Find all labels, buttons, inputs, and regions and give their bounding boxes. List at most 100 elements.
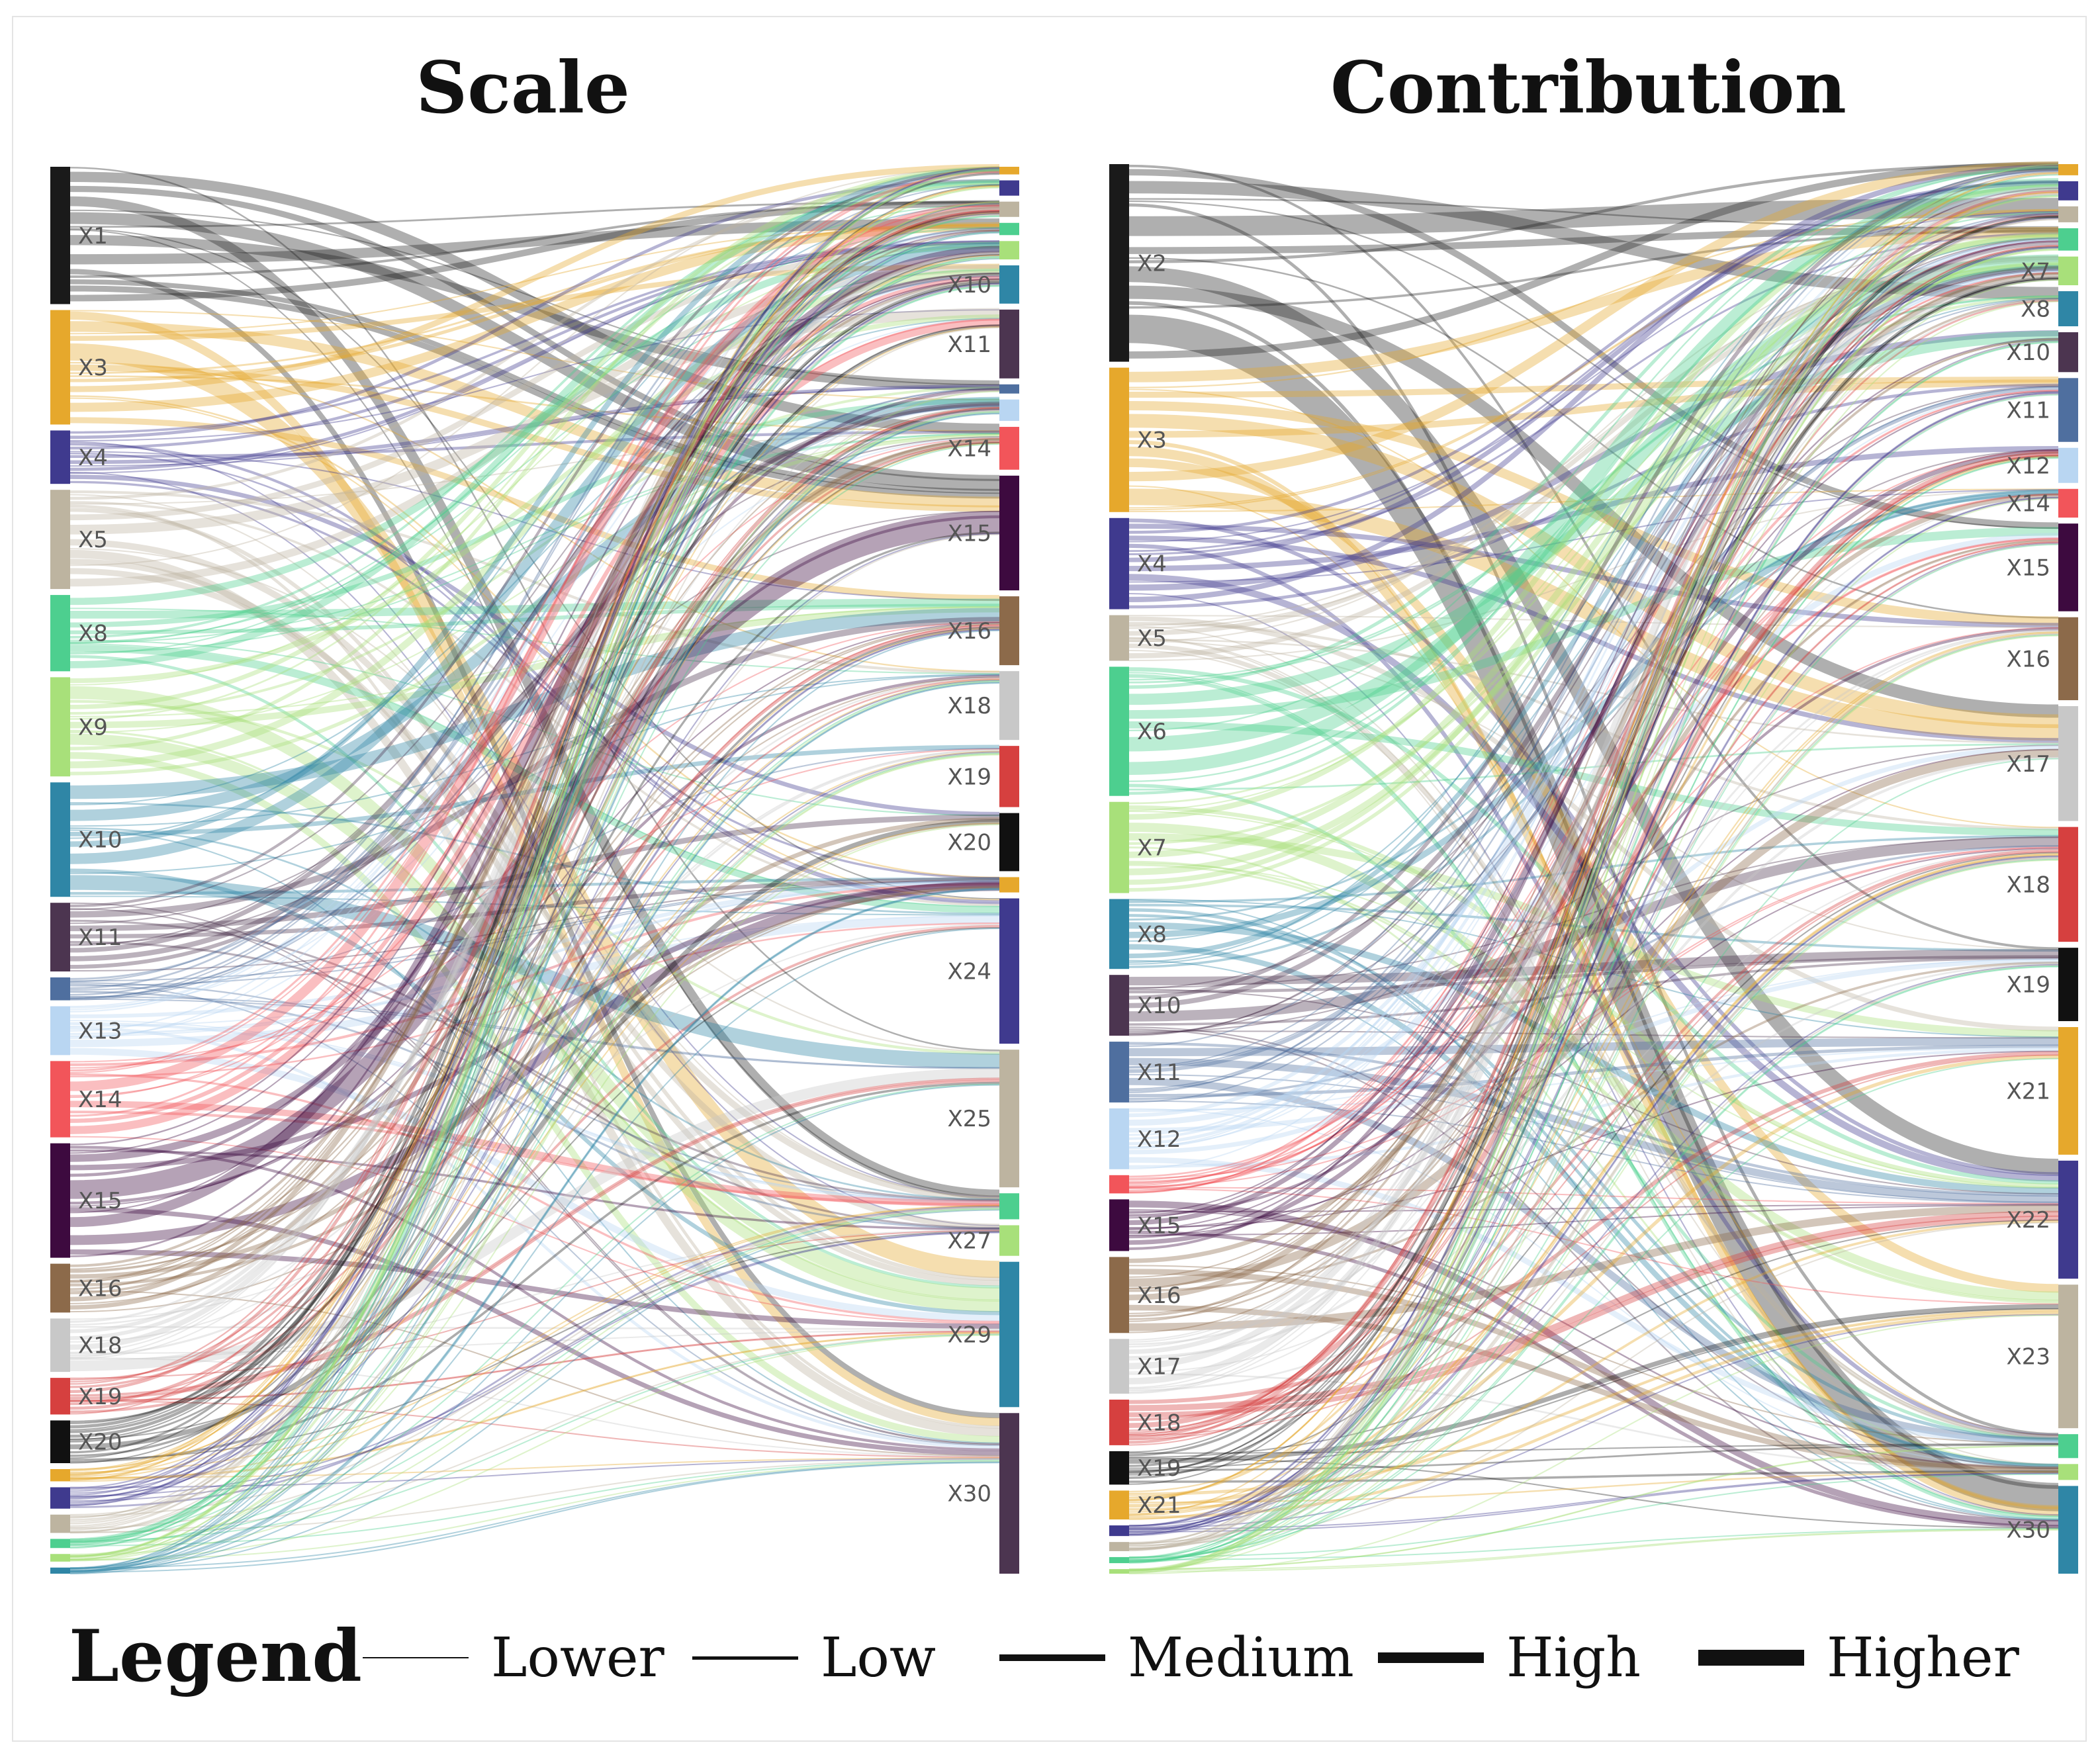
link-X14-T1 xyxy=(69,170,1000,1072)
link-X11-X7 xyxy=(1128,269,2059,1103)
link-X6-X18 xyxy=(1128,721,2059,836)
link-X16-X14 xyxy=(69,438,1000,1294)
target-node-X23 xyxy=(2058,1284,2078,1429)
link-X9-T12 xyxy=(69,386,1000,715)
link-X17-T4 xyxy=(1128,241,2059,1385)
link-X4-T21 xyxy=(69,480,1000,879)
link-X3-X15 xyxy=(69,364,1000,512)
link-X11-X11 xyxy=(1128,386,2059,1069)
link-X1-T26 xyxy=(69,229,1000,1197)
link-X11-X18 xyxy=(1128,844,2059,1101)
link-X17-X17 xyxy=(1128,756,2059,1359)
link-X3-X16 xyxy=(1128,401,2059,626)
legend-line-higher xyxy=(1698,1650,1804,1666)
source-node-X13 xyxy=(50,1006,70,1056)
link-X14-X11 xyxy=(1128,390,2059,1193)
link-X26-X16 xyxy=(69,629,1000,1570)
link-X24-X30 xyxy=(1128,1527,2059,1560)
source-label-X19: X19 xyxy=(78,1384,122,1410)
legend-line-medium xyxy=(999,1654,1105,1661)
link-X23-X29 xyxy=(69,1333,1000,1534)
link-X14-X7 xyxy=(1128,272,2059,1187)
link-X21-X16 xyxy=(1128,631,2059,1493)
link-X24-X15 xyxy=(1128,543,2059,1562)
source-label-X2: X2 xyxy=(1137,250,1167,277)
link-X17-T25 xyxy=(1128,1372,2059,1472)
link-X12-X27 xyxy=(69,991,1000,1230)
link-X11-X10 xyxy=(69,273,1000,953)
link-X12-X15 xyxy=(1128,533,2059,1126)
link-X10-X29 xyxy=(69,868,1000,1316)
link-X4-X14 xyxy=(1128,489,2059,583)
source-node-X6 xyxy=(1109,666,1129,796)
link-X5-X18 xyxy=(69,490,1000,674)
link-X23-T3 xyxy=(69,214,1000,1527)
link-X3-X17 xyxy=(1128,488,2059,741)
link-X25-T4 xyxy=(1128,249,2059,1574)
link-X5-X10 xyxy=(69,264,1000,587)
link-X23-X15 xyxy=(69,533,1000,1533)
link-X16-T1 xyxy=(1128,171,2059,1322)
link-X25-T5 xyxy=(69,257,1000,1557)
link-X14-X11 xyxy=(69,318,1000,1134)
link-X5-X7 xyxy=(1128,256,2059,627)
source-node-X5 xyxy=(1109,615,1129,661)
link-X8-T3 xyxy=(69,203,1000,654)
link-X24-T2 xyxy=(1128,195,2059,1558)
link-X22-X10 xyxy=(1128,339,2059,1535)
link-X24-X12 xyxy=(1128,457,2059,1562)
link-X1-X15 xyxy=(69,279,1000,494)
link-X17-X8 xyxy=(1128,299,2059,1394)
target-node-X12 xyxy=(2058,447,2078,483)
link-X3-X16 xyxy=(69,417,1000,602)
links-0 xyxy=(69,164,1000,1574)
link-X6-T1 xyxy=(1128,167,2059,732)
source-node-X10 xyxy=(50,782,70,897)
link-X25-T1 xyxy=(69,169,1000,1558)
link-X22-T4 xyxy=(1128,248,2059,1528)
legend-item-medium: Medium xyxy=(999,1627,1354,1689)
link-X5-X29 xyxy=(69,508,1000,1281)
link-X10-X30 xyxy=(1128,1028,2059,1522)
link-X19-X22 xyxy=(1128,1219,2059,1459)
link-X22-T3 xyxy=(69,213,1000,1505)
link-X1-T3 xyxy=(69,201,1000,278)
source-label-X19: X19 xyxy=(1137,1455,1181,1482)
link-X1-X15 xyxy=(69,185,1000,481)
link-X25-X30 xyxy=(69,1461,1000,1561)
link-X16-X14 xyxy=(1128,493,2059,1263)
link-X8-X14 xyxy=(1128,490,2059,921)
link-X16-X16 xyxy=(69,623,1000,1273)
link-X5-X19 xyxy=(1128,640,2059,950)
link-X16-X10 xyxy=(1128,339,2059,1290)
link-X16-T21 xyxy=(69,885,1000,1286)
link-X4-X14 xyxy=(69,430,1000,458)
link-X11-T21 xyxy=(69,877,1000,939)
target-node-X14 xyxy=(999,427,1019,470)
link-X18-X10 xyxy=(69,280,1000,1323)
link-X1-X24 xyxy=(69,228,1000,900)
link-X11-T1 xyxy=(69,169,1000,907)
source-node-X26 xyxy=(50,1567,70,1574)
link-X1-T4 xyxy=(69,218,1000,265)
link-X10-X21 xyxy=(1128,1030,2059,1039)
link-X2-X16 xyxy=(1128,257,2059,619)
link-X19-X14 xyxy=(69,441,1000,1388)
link-X21-T25 xyxy=(1128,1471,2059,1504)
link-X16-X15 xyxy=(1128,539,2059,1314)
target-node-X10 xyxy=(2058,332,2078,373)
link-X18-X22 xyxy=(1128,1215,2059,1418)
link-X9-T2 xyxy=(69,183,1000,720)
link-X19-X7 xyxy=(1128,278,2059,1479)
link-X5-T24 xyxy=(1128,650,2059,1439)
link-X11-X27 xyxy=(69,919,1000,1230)
link-X25-X20 xyxy=(69,824,1000,1555)
link-X20-X14 xyxy=(69,442,1000,1464)
link-X12-X19 xyxy=(1128,958,2059,1112)
link-X13-X14 xyxy=(69,437,1000,1009)
target-node-X18 xyxy=(2058,827,2078,942)
link-X26-X18 xyxy=(69,682,1000,1572)
link-X17-X18 xyxy=(1128,848,2059,1373)
link-X21-X23 xyxy=(1128,1310,2059,1496)
link-X18-T1 xyxy=(69,172,1000,1358)
